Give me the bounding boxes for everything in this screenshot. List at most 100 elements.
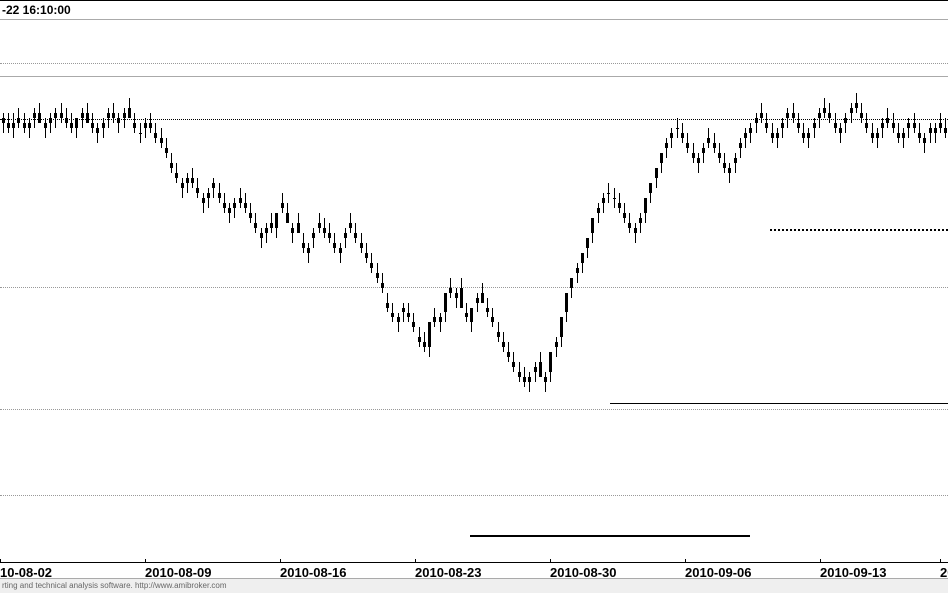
candle-body xyxy=(860,113,863,118)
candle-wick xyxy=(845,113,846,133)
candle-body xyxy=(523,377,526,382)
candle-body xyxy=(449,288,452,293)
candle-body xyxy=(734,158,737,163)
candle-wick xyxy=(529,372,530,392)
candle-body xyxy=(154,133,157,138)
candle-body xyxy=(670,133,673,138)
candle-wick xyxy=(477,293,478,313)
gridline xyxy=(0,287,948,288)
candle-body xyxy=(428,322,431,347)
candle-body xyxy=(681,133,684,138)
candle-wick xyxy=(545,372,546,392)
candle-body xyxy=(102,123,105,128)
candle-body xyxy=(207,193,210,198)
candle-wick xyxy=(930,123,931,143)
candle-body xyxy=(49,118,52,123)
candle-body xyxy=(623,213,626,218)
candle-wick xyxy=(729,163,730,183)
candle-body xyxy=(323,228,326,233)
resistance-line xyxy=(770,229,948,231)
candle-body xyxy=(486,308,489,313)
support-line xyxy=(470,535,750,537)
candle-wick xyxy=(740,138,741,158)
candle-body xyxy=(181,183,184,188)
candle-body xyxy=(539,362,542,377)
candle-body xyxy=(886,118,889,123)
candle-body xyxy=(339,248,342,253)
candle-body xyxy=(749,128,752,133)
candle-body xyxy=(60,113,63,118)
candle-body xyxy=(591,218,594,233)
candle-body xyxy=(202,198,205,203)
candle-body xyxy=(460,288,463,308)
candle-body xyxy=(12,123,15,128)
candle-wick xyxy=(456,288,457,308)
candle-body xyxy=(75,118,78,128)
candle-body xyxy=(939,123,942,128)
candle-body xyxy=(423,342,426,347)
candle-body xyxy=(476,298,479,303)
candle-body xyxy=(70,123,73,128)
candle-body xyxy=(233,203,236,208)
candle-wick xyxy=(50,113,51,133)
candle-wick xyxy=(118,113,119,133)
candle-body xyxy=(813,123,816,128)
candle-body xyxy=(439,317,442,322)
candle-wick xyxy=(266,223,267,243)
candle-body xyxy=(902,133,905,138)
candle-wick xyxy=(924,133,925,153)
candle-body xyxy=(581,253,584,263)
candle-body xyxy=(254,223,257,228)
candle-body xyxy=(497,332,500,337)
candle-wick xyxy=(735,153,736,173)
candle-body xyxy=(349,223,352,228)
candle-body xyxy=(170,163,173,168)
candle-wick xyxy=(598,203,599,223)
candle-body xyxy=(160,138,163,143)
candle-body xyxy=(786,113,789,118)
footer-text: rting and technical analysis software. h… xyxy=(2,581,227,590)
candle-body xyxy=(17,118,20,123)
candle-wick xyxy=(440,313,441,333)
candle-wick xyxy=(97,123,98,143)
candle-body xyxy=(655,168,658,178)
candle-body xyxy=(328,233,331,238)
candle-body xyxy=(602,198,605,203)
candle-body xyxy=(897,133,900,138)
candle-body xyxy=(565,293,568,313)
candle-body xyxy=(281,203,284,208)
candle-body xyxy=(781,123,784,128)
candle-wick xyxy=(935,123,936,143)
candle-body xyxy=(665,143,668,148)
candle-body xyxy=(481,293,484,303)
candle-wick xyxy=(577,263,578,283)
candle-body xyxy=(407,313,410,318)
candle-body xyxy=(855,103,858,108)
candle-wick xyxy=(666,138,667,158)
candle-body xyxy=(934,128,937,133)
candle-body xyxy=(302,243,305,248)
candle-body xyxy=(260,233,263,238)
candle-body xyxy=(33,113,36,118)
candle-body xyxy=(412,322,415,327)
candle-body xyxy=(649,183,652,193)
candle-wick xyxy=(840,123,841,143)
timestamp-label: -22 16:10:00 xyxy=(2,3,71,17)
candle-body xyxy=(81,113,84,118)
candle-body xyxy=(586,238,589,248)
candle-wick xyxy=(208,188,209,208)
candle-body xyxy=(191,178,194,183)
candle-body xyxy=(44,123,47,128)
candle-body xyxy=(871,133,874,138)
candle-body xyxy=(697,158,700,163)
candle-body xyxy=(381,283,384,288)
candle-body xyxy=(618,203,621,208)
candle-body xyxy=(139,133,142,134)
resistance-line xyxy=(0,119,948,120)
price-chart[interactable] xyxy=(0,19,948,562)
candle-body xyxy=(502,342,505,347)
candle-wick xyxy=(819,108,820,128)
gridline xyxy=(0,409,948,410)
gridline-solid xyxy=(0,76,948,77)
candle-wick xyxy=(3,113,4,133)
